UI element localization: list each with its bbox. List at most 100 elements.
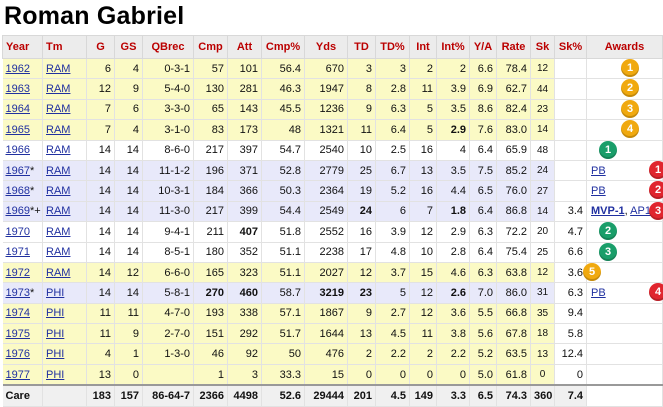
year-link[interactable]: 1975 xyxy=(6,328,30,340)
year-link[interactable]: 1976 xyxy=(6,348,30,360)
stat-cell-tdp: 3 xyxy=(376,59,410,79)
stat-cell-int: 15 xyxy=(410,262,437,282)
stat-cell-att: 173 xyxy=(228,120,262,140)
year-link[interactable]: 1967 xyxy=(6,165,30,177)
stat-cell-intp: 0 xyxy=(437,364,470,385)
team-link[interactable]: RAM xyxy=(46,205,70,217)
year-link[interactable]: 1977 xyxy=(6,369,30,381)
career-stat-g: 183 xyxy=(87,385,115,406)
team-link[interactable]: RAM xyxy=(46,103,70,115)
year-link[interactable]: 1964 xyxy=(6,103,30,115)
column-header[interactable]: GS xyxy=(115,36,143,59)
stat-cell-cmp: 193 xyxy=(194,303,228,323)
honor-mark: *+ xyxy=(30,205,41,217)
column-header[interactable]: QBrec xyxy=(143,36,194,59)
column-header[interactable]: TD xyxy=(348,36,376,59)
column-header[interactable]: TD% xyxy=(376,36,410,59)
numbered-marker-badge: 2 xyxy=(649,181,663,199)
year-link[interactable]: 1973 xyxy=(6,287,30,299)
award-link[interactable]: PB xyxy=(591,185,606,197)
year-link[interactable]: 1970 xyxy=(6,226,30,238)
stat-cell-rate: 63.8 xyxy=(497,262,531,282)
year-link[interactable]: 1972 xyxy=(6,267,30,279)
column-header[interactable]: Yds xyxy=(305,36,348,59)
stat-cell-skp xyxy=(555,99,587,119)
stat-cell-rate: 72.2 xyxy=(497,222,531,242)
page-title: Roman Gabriel xyxy=(4,2,184,31)
stat-cell-att: 371 xyxy=(228,160,262,180)
stat-cell-intp: 4.4 xyxy=(437,181,470,201)
team-link[interactable]: PHI xyxy=(46,328,64,340)
team-cell: PHI xyxy=(43,364,87,385)
stat-cell-intp: 2.9 xyxy=(437,222,470,242)
stat-cell-tdp: 0 xyxy=(376,364,410,385)
column-header[interactable]: Att xyxy=(228,36,262,59)
year-link[interactable]: 1969 xyxy=(6,205,30,217)
column-header[interactable]: Y/A xyxy=(470,36,497,59)
team-link[interactable]: PHI xyxy=(46,307,64,319)
team-link[interactable]: RAM xyxy=(46,226,70,238)
column-header[interactable]: Int% xyxy=(437,36,470,59)
stat-cell-sk: 0 xyxy=(531,364,555,385)
column-header[interactable]: G xyxy=(87,36,115,59)
stat-cell-skp xyxy=(555,120,587,140)
stat-cell-yds: 3219 xyxy=(305,283,348,303)
year-link[interactable]: 1965 xyxy=(6,124,30,136)
stat-cell-skp: 12.4 xyxy=(555,344,587,364)
stat-cell-g: 11 xyxy=(87,324,115,344)
year-link[interactable]: 1962 xyxy=(6,63,30,75)
team-link[interactable]: PHI xyxy=(46,287,64,299)
year-link[interactable]: 1968 xyxy=(6,185,30,197)
stat-cell-ya: 6.4 xyxy=(470,242,497,262)
stat-cell-cmp: 180 xyxy=(194,242,228,262)
team-link[interactable]: RAM xyxy=(46,83,70,95)
stat-cell-sk: 24 xyxy=(531,160,555,180)
column-header[interactable]: Awards xyxy=(587,36,663,59)
team-link[interactable]: RAM xyxy=(46,267,70,279)
team-link[interactable]: RAM xyxy=(46,185,70,197)
team-link[interactable]: RAM xyxy=(46,144,70,156)
column-header[interactable]: Rate xyxy=(497,36,531,59)
award-link[interactable]: PB xyxy=(591,165,606,177)
stat-cell-skp xyxy=(555,181,587,201)
stat-cell-ya: 5.6 xyxy=(470,324,497,344)
column-header[interactable]: Tm xyxy=(43,36,87,59)
stat-cell-cmp: 217 xyxy=(194,201,228,221)
year-link[interactable]: 1971 xyxy=(6,246,30,258)
column-header[interactable]: Cmp xyxy=(194,36,228,59)
stat-cell-cmp: 211 xyxy=(194,222,228,242)
stat-cell-yds: 15 xyxy=(305,364,348,385)
stat-cell-ya: 5.5 xyxy=(470,303,497,323)
team-link[interactable]: RAM xyxy=(46,165,70,177)
honor-mark: * xyxy=(30,165,34,177)
team-link[interactable]: RAM xyxy=(46,124,70,136)
stat-cell-yds: 2552 xyxy=(305,222,348,242)
stat-cell-rate: 75.4 xyxy=(497,242,531,262)
team-link[interactable]: RAM xyxy=(46,63,70,75)
award-link[interactable]: MVP-1 xyxy=(591,205,625,217)
team-cell: PHI xyxy=(43,344,87,364)
career-stat-att: 4498 xyxy=(228,385,262,406)
stat-cell-qbrec: 2-7-0 xyxy=(143,324,194,344)
column-header[interactable]: Cmp% xyxy=(262,36,305,59)
column-header[interactable]: Sk xyxy=(531,36,555,59)
column-header[interactable]: Sk% xyxy=(555,36,587,59)
team-link[interactable]: PHI xyxy=(46,348,64,360)
year-link[interactable]: 1966 xyxy=(6,144,30,156)
column-header[interactable]: Int xyxy=(410,36,437,59)
team-link[interactable]: RAM xyxy=(46,246,70,258)
stat-cell-g: 14 xyxy=(87,140,115,160)
award-link[interactable]: AP1 xyxy=(630,205,651,217)
stat-cell-qbrec: 3-1-0 xyxy=(143,120,194,140)
team-cell: RAM xyxy=(43,201,87,221)
award-link[interactable]: PB xyxy=(591,287,606,299)
stat-cell-cmp: 184 xyxy=(194,181,228,201)
team-link[interactable]: PHI xyxy=(46,369,64,381)
stat-cell-g: 12 xyxy=(87,79,115,99)
year-link[interactable]: 1974 xyxy=(6,307,30,319)
column-header[interactable]: Year xyxy=(3,36,43,59)
stat-cell-cmpp: 50.3 xyxy=(262,181,305,201)
year-link[interactable]: 1963 xyxy=(6,83,30,95)
